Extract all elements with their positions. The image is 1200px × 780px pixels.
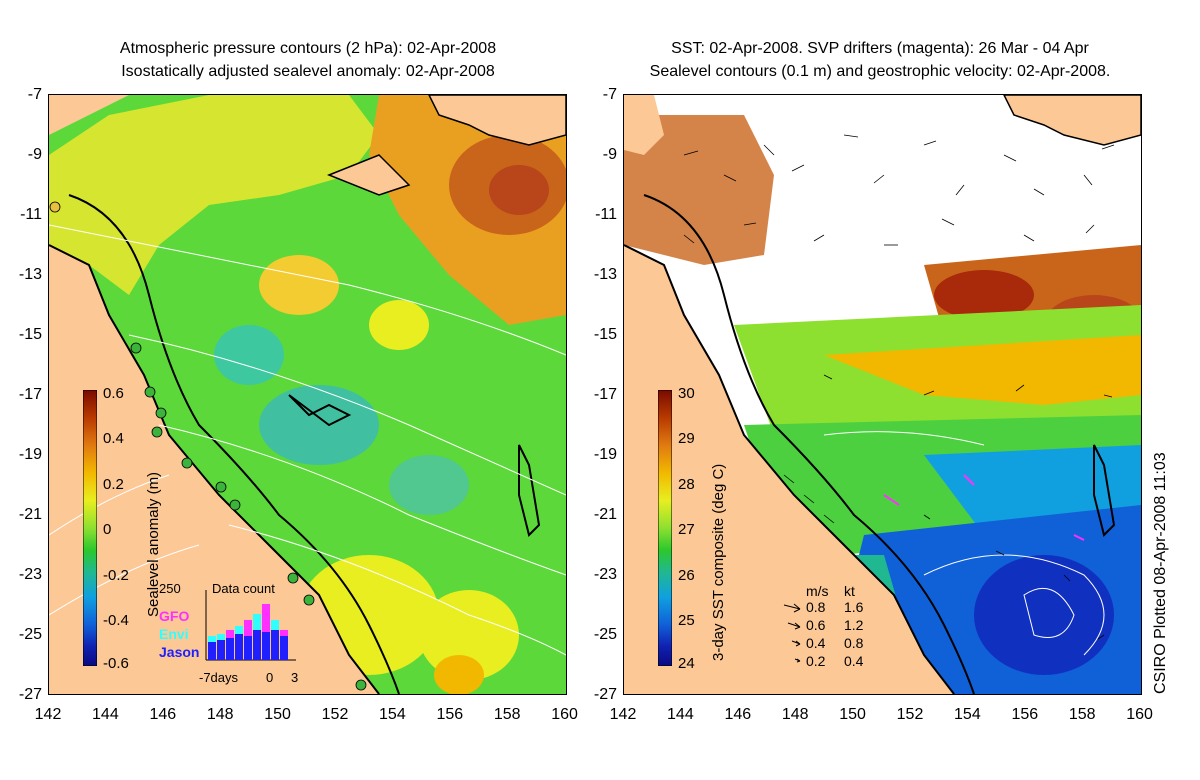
lon-tick-label: 154: [379, 706, 406, 723]
lon-tick-label: 146: [149, 706, 177, 723]
lat-tick-label: -25: [18, 626, 42, 643]
sealevel-cb-tick: 0.4: [103, 430, 124, 447]
sst-cb-tick: 24: [678, 655, 695, 672]
lon-tick-label: 152: [321, 706, 349, 723]
sst-cb-tick: 29: [678, 430, 695, 447]
velocity-legend-row: 0.6: [806, 617, 826, 633]
sst-map-graphic: [624, 95, 1141, 694]
sst-cb-tick: 30: [678, 385, 695, 402]
sealevel-cb-tick: 0: [103, 521, 112, 538]
velocity-legend-row: 0.8: [806, 599, 826, 615]
velocity-legend-kt-header: kt: [844, 583, 855, 599]
velocity-legend-row: 0.4: [806, 635, 826, 651]
lon-tick-label: 142: [34, 706, 62, 723]
sst-map: 30 29 28 27 26 25 24 3-day SST composite…: [623, 94, 1142, 695]
lon-tick-label: 148: [206, 706, 234, 723]
velocity-legend-arrows: [783, 603, 801, 663]
sealevel-cb-tick: -0.6: [103, 655, 129, 672]
sst-cb-tick: 26: [678, 567, 695, 584]
lat-tick-label: -17: [18, 386, 42, 403]
lat-tick-label: -25: [593, 626, 617, 643]
lon-tick-label: 144: [92, 706, 119, 723]
right-title-line1: SST: 02-Apr-2008. SVP drifters (magenta)…: [671, 40, 1089, 57]
lat-tick-label: -9: [27, 146, 42, 163]
velocity-legend-row: 0.2: [806, 653, 826, 669]
lat-tick-label: -7: [602, 86, 617, 103]
lat-tick-label: -17: [593, 386, 617, 403]
lat-tick-label: -13: [18, 266, 42, 283]
lon-tick-label: 156: [1011, 706, 1039, 723]
right-title-line2: Sealevel contours (0.1 m) and geostrophi…: [649, 63, 1111, 80]
plot-credit: CSIRO Plotted 08-Apr-2008 11:03: [1152, 452, 1169, 694]
lat-tick-label: -7: [27, 86, 42, 103]
sst-cb-label: 3-day SST composite (deg C): [710, 463, 727, 661]
lon-tick-label: 152: [896, 706, 924, 723]
lat-tick-label: -21: [593, 506, 617, 523]
velocity-legend-row: 0.8: [844, 635, 864, 651]
lat-tick-label: -15: [593, 326, 617, 343]
lon-tick-label: 142: [609, 706, 637, 723]
velocity-legend-row: 1.6: [844, 599, 864, 615]
inset-x-label: 0: [266, 670, 274, 685]
left-title-line2: Isostatically adjusted sealevel anomaly:…: [121, 63, 495, 80]
inset-series-gfo: GFO: [159, 608, 190, 624]
lon-tick-label: 156: [436, 706, 464, 723]
inset-title: Data count: [212, 581, 275, 596]
sealevel-cb-tick: 0.6: [103, 385, 124, 402]
lon-tick-label: 158: [1068, 706, 1096, 723]
lat-tick-label: -11: [20, 206, 42, 223]
inset-series-jason: Jason: [159, 644, 200, 660]
lat-tick-label: -21: [18, 506, 42, 523]
velocity-legend-row: 0.4: [844, 653, 864, 669]
sealevel-map-graphic: [49, 95, 566, 694]
inset-max-label: 250: [159, 581, 181, 596]
sst-cb-tick: 27: [678, 521, 695, 538]
lon-tick-label: 158: [493, 706, 521, 723]
lat-tick-label: -19: [593, 446, 617, 463]
sealevel-cb-tick: -0.4: [103, 612, 129, 629]
lat-tick-label: -15: [18, 326, 42, 343]
velocity-legend-ms-header: m/s: [806, 583, 829, 599]
lon-tick-label: 144: [667, 706, 694, 723]
inset-x-label: 3: [291, 670, 299, 685]
lat-tick-label: -27: [593, 686, 617, 703]
lon-tick-label: 160: [1126, 706, 1153, 723]
lon-tick-label: 150: [839, 706, 866, 723]
lat-tick-label: -23: [18, 566, 42, 583]
sealevel-cb-tick: -0.2: [103, 567, 129, 584]
lat-tick-label: -27: [18, 686, 42, 703]
velocity-legend-row: 1.2: [844, 617, 864, 633]
left-title-line1: Atmospheric pressure contours (2 hPa): 0…: [119, 40, 497, 57]
sealevel-cb-tick: 0.2: [103, 476, 124, 493]
lat-tick-label: -13: [593, 266, 617, 283]
sst-cb-tick: 25: [678, 612, 695, 629]
sst-colorbar: [658, 390, 672, 666]
lon-tick-label: 160: [551, 706, 578, 723]
lat-tick-label: -9: [602, 146, 617, 163]
lat-tick-label: -23: [593, 566, 617, 583]
inset-series-envi: Envi: [159, 626, 189, 642]
lat-tick-label: -19: [18, 446, 42, 463]
inset-x-label: -7days: [199, 670, 239, 685]
lon-tick-label: 146: [724, 706, 752, 723]
sst-cb-tick: 28: [678, 476, 695, 493]
sealevel-colorbar: [83, 390, 97, 666]
lat-tick-label: -11: [595, 206, 617, 223]
sealevel-anomaly-map: 0.6 0.4 0.2 0 -0.2 -0.4 -0.6 Sealevel an…: [48, 94, 567, 695]
data-count-histogram: [205, 590, 296, 661]
lon-tick-label: 154: [954, 706, 981, 723]
lon-tick-label: 150: [264, 706, 291, 723]
lon-tick-label: 148: [781, 706, 809, 723]
